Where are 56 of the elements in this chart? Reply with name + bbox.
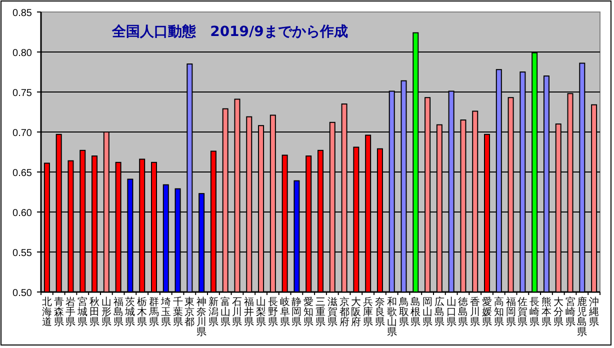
x-tick-label: 京都府 (339, 296, 350, 328)
x-tick-label: 岩手県 (66, 296, 76, 328)
y-tick-label: 0.60 (12, 208, 32, 219)
x-tick-label: 鳥取県 (398, 296, 409, 328)
x-tick-label: 香川県 (470, 296, 480, 328)
x-tick-label: 大分県 (553, 296, 564, 328)
x-tick-label: 広島県 (434, 296, 444, 328)
y-tick-label: 0.55 (12, 248, 32, 259)
y-tick-label: 0.80 (12, 48, 32, 59)
x-tick-label: 熊本県 (541, 296, 552, 328)
x-tick-label: 山梨県 (256, 296, 266, 328)
y-tick-label: 0.75 (12, 88, 32, 99)
y-tick-label: 0.65 (12, 168, 32, 179)
x-tick-label: 奈良県 (374, 297, 385, 328)
x-tick-label: 石川県 (232, 297, 242, 328)
x-tick-label: 静岡県 (292, 296, 302, 328)
x-tick-label: 三重県 (316, 297, 326, 328)
x-tick-label: 秋田県 (90, 296, 100, 328)
x-tick-label: 沖縄県 (588, 296, 600, 328)
x-tick-label: 福岡県 (506, 296, 516, 328)
x-tick-label: 山口県 (446, 296, 456, 328)
x-tick-label: 神奈川県 (196, 296, 207, 338)
text: 全国人口動態 2019/9までから作成 (111, 23, 348, 40)
x-tick-label: 宮崎県 (565, 296, 576, 328)
x-tick-label: 茨城県 (124, 296, 136, 328)
x-tick-label: 群馬県 (148, 296, 159, 328)
x-tick-label: 滋賀県 (327, 296, 338, 328)
x-tick-label: 岐阜県 (280, 296, 290, 328)
y-tick-label: 0.70 (12, 128, 32, 139)
y-tick-label: 0.50 (12, 288, 32, 299)
x-tick-label: 福井県 (244, 296, 254, 328)
x-tick-label: 埼玉県 (160, 296, 171, 328)
x-tick-label: 和歌山県 (386, 296, 397, 338)
x-tick-label: 大阪府 (351, 296, 362, 328)
x-tick-label: 鹿児島県 (577, 296, 588, 338)
x-tick-label: 佐賀県 (518, 297, 528, 328)
x-tick-label: 徳島県 (458, 297, 468, 328)
x-tick-label: 高知県 (494, 296, 504, 328)
x-tick-label: 愛知県 (304, 296, 314, 328)
x-tick-label: 北海道 (42, 296, 52, 328)
x-tick-label: 島根県 (410, 296, 421, 328)
x-tick-label: 福島県 (113, 296, 124, 328)
x-tick-label: 山形県 (101, 296, 112, 328)
x-tick-label: 千葉県 (172, 296, 183, 328)
x-tick-label: 愛媛県 (482, 296, 492, 328)
x-tick-label: 富山県 (220, 296, 230, 328)
x-tick-label: 長野県 (268, 297, 278, 328)
x-tick-label: 新潟県 (208, 296, 218, 328)
x-tick-label: 岡山県 (422, 297, 433, 328)
x-tick-label: 長崎県 (530, 297, 540, 328)
x-tick-label: 宮城県 (76, 296, 88, 328)
x-tick-label: 兵庫県 (363, 296, 374, 328)
x-tick-label: 栃木県 (137, 296, 148, 328)
y-tick-label: 0.85 (12, 8, 32, 19)
x-tick-label: 青森県 (54, 296, 64, 328)
x-tick-label: 東京都 (184, 296, 195, 328)
